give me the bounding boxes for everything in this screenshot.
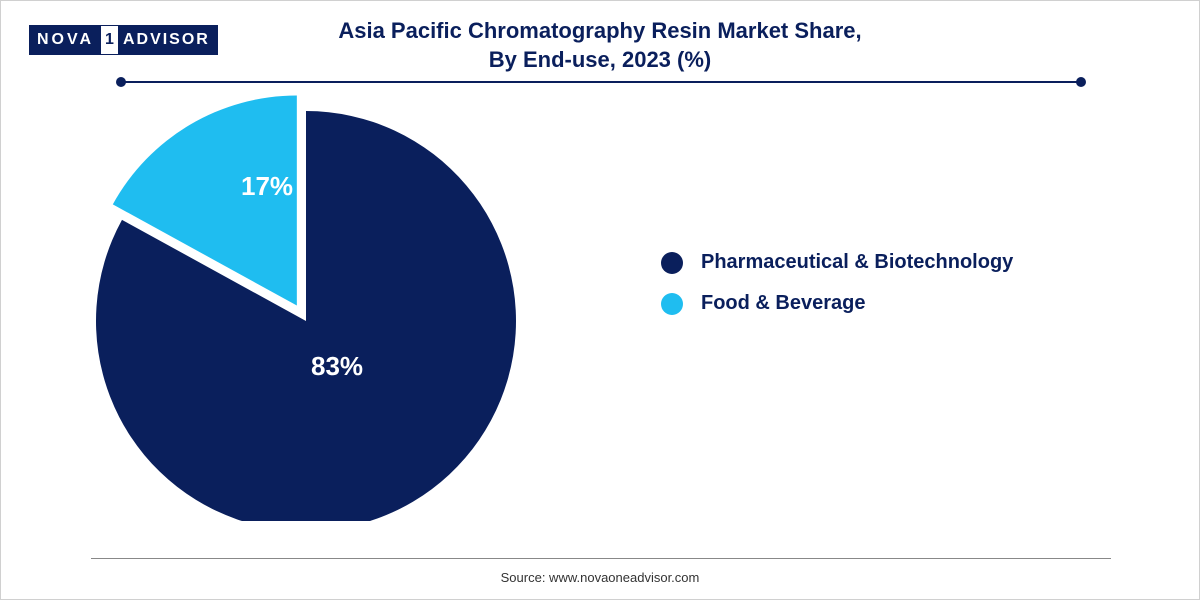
source-divider: [91, 558, 1111, 559]
pie-slice-label-1: 17%: [241, 171, 293, 202]
chart-title-line1: Asia Pacific Chromatography Resin Market…: [1, 17, 1199, 46]
title-divider: [121, 81, 1081, 83]
pie-svg: [91, 91, 521, 521]
pie-chart: 83% 17%: [91, 91, 521, 521]
legend-item-0: Pharmaceutical & Biotechnology: [661, 251, 1013, 274]
chart-title: Asia Pacific Chromatography Resin Market…: [1, 17, 1199, 74]
legend-label-1: Food & Beverage: [701, 292, 865, 315]
legend: Pharmaceutical & Biotechnology Food & Bev…: [661, 251, 1013, 333]
chart-title-line2: By End-use, 2023 (%): [1, 46, 1199, 75]
legend-label-0: Pharmaceutical & Biotechnology: [701, 251, 1013, 274]
source-text: Source: www.novaoneadvisor.com: [1, 570, 1199, 585]
legend-swatch-1: [661, 293, 683, 315]
pie-slice-label-0: 83%: [311, 351, 363, 382]
legend-item-1: Food & Beverage: [661, 292, 1013, 315]
legend-swatch-0: [661, 252, 683, 274]
